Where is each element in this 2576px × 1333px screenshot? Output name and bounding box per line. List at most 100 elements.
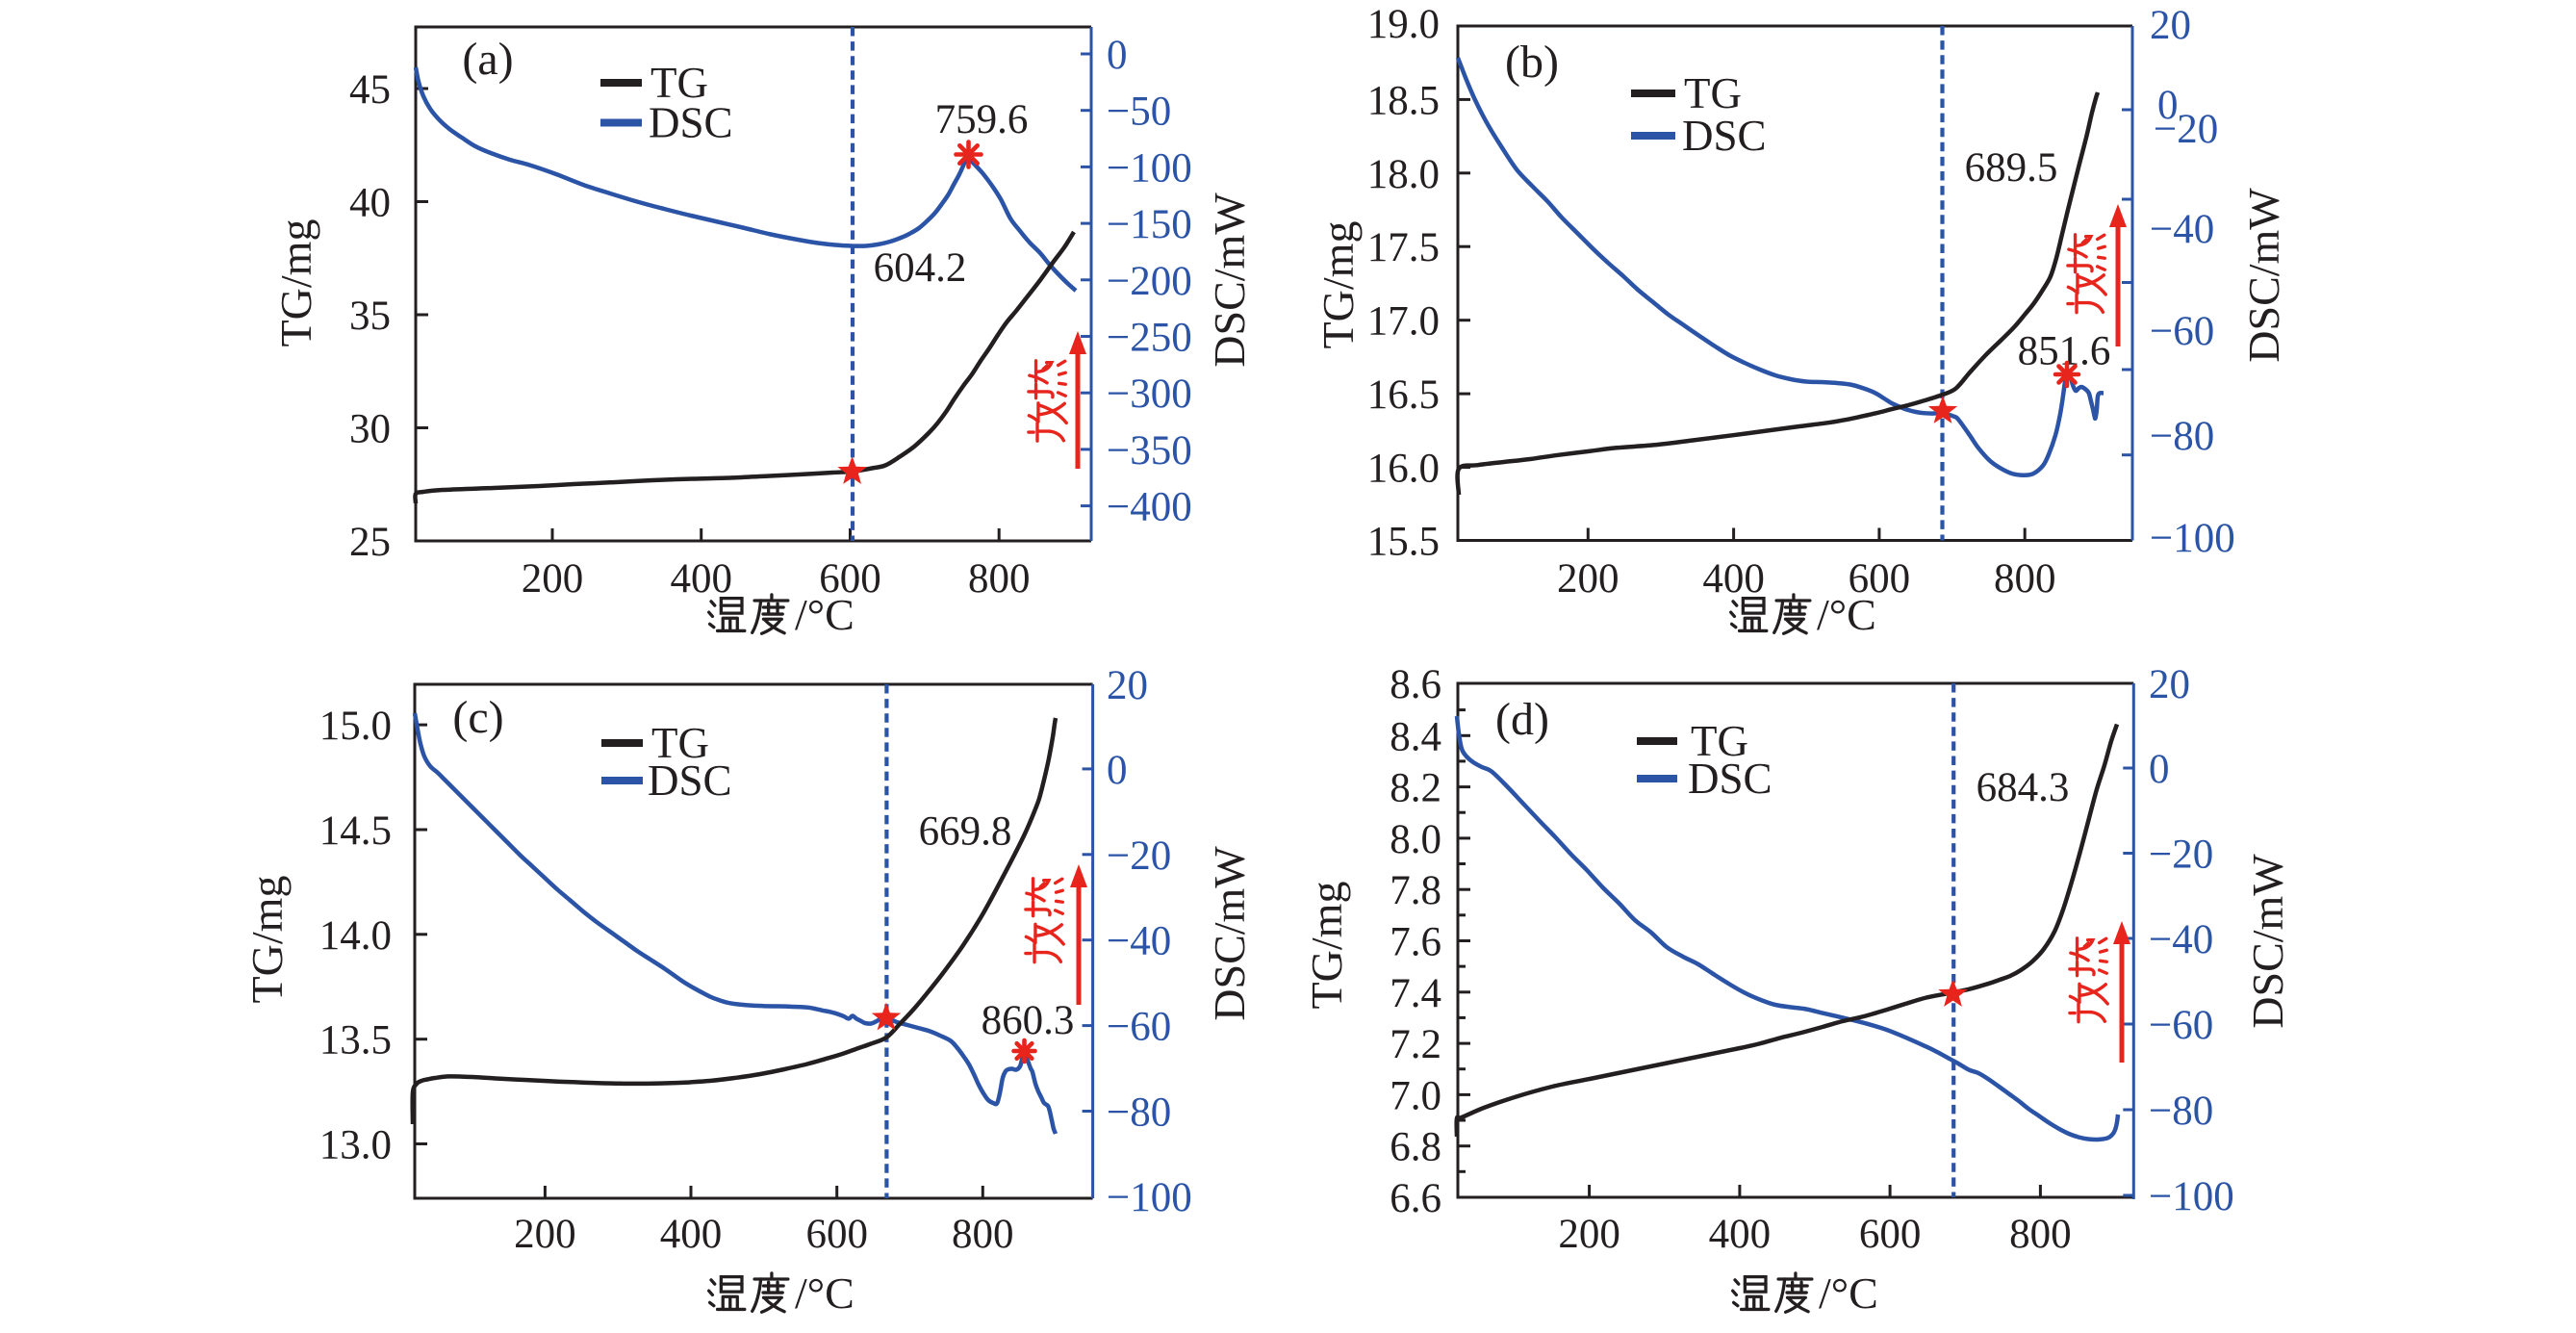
svg-text:DSC/mW: DSC/mW	[2239, 188, 2288, 363]
svg-text:−100: −100	[1107, 145, 1192, 191]
svg-text:TG/mg: TG/mg	[271, 219, 320, 347]
svg-text:600: 600	[805, 1212, 868, 1257]
svg-text:−80: −80	[2149, 1089, 2213, 1134]
svg-text:8.6: 8.6	[1390, 662, 1441, 707]
svg-text:8.2: 8.2	[1390, 766, 1441, 811]
svg-text:−100: −100	[2150, 516, 2235, 561]
svg-text:−80: −80	[2150, 414, 2214, 459]
svg-text:20: 20	[2150, 3, 2191, 48]
svg-text:TG/mg: TG/mg	[1302, 882, 1351, 1010]
svg-text:−200: −200	[1107, 259, 1192, 304]
svg-text:−40: −40	[2149, 917, 2213, 962]
svg-text:/°C: /°C	[795, 1269, 854, 1318]
svg-text:−350: −350	[1107, 428, 1192, 474]
svg-text:25: 25	[349, 520, 391, 565]
svg-text:−40: −40	[2150, 207, 2214, 252]
svg-text:0: 0	[1107, 748, 1128, 793]
svg-text:16.0: 16.0	[1367, 447, 1440, 492]
svg-text:/°C: /°C	[1819, 1269, 1878, 1318]
svg-text:200: 200	[522, 556, 584, 602]
svg-text:16.5: 16.5	[1367, 372, 1440, 418]
svg-text:200: 200	[1557, 556, 1620, 602]
svg-text:669.8: 669.8	[919, 809, 1012, 855]
svg-text:8.0: 8.0	[1390, 817, 1441, 862]
svg-text:−40: −40	[1107, 919, 1171, 964]
svg-text:DSC: DSC	[1682, 112, 1767, 160]
svg-text:13.0: 13.0	[319, 1123, 392, 1168]
svg-text:−20: −20	[1107, 833, 1171, 879]
svg-text:−100: −100	[2149, 1174, 2234, 1219]
svg-text:/°C: /°C	[795, 590, 854, 639]
svg-text:DSC: DSC	[649, 99, 733, 147]
svg-text:860.3: 860.3	[982, 998, 1075, 1043]
svg-text:7.0: 7.0	[1390, 1073, 1441, 1118]
svg-text:18.5: 18.5	[1367, 78, 1440, 123]
svg-text:7.2: 7.2	[1390, 1022, 1441, 1067]
svg-text:TG: TG	[1684, 69, 1742, 117]
svg-text:(c): (c)	[452, 692, 503, 743]
svg-text:−300: −300	[1107, 372, 1192, 417]
svg-text:−60: −60	[2149, 1003, 2213, 1048]
svg-text:DSC/mW: DSC/mW	[1205, 192, 1254, 368]
svg-text:20: 20	[2149, 662, 2190, 707]
svg-text:(a): (a)	[462, 34, 513, 85]
svg-text:6.6: 6.6	[1390, 1176, 1441, 1221]
svg-text:DSC: DSC	[1688, 755, 1773, 803]
svg-text:800: 800	[968, 556, 1031, 602]
svg-text:−400: −400	[1107, 485, 1192, 530]
svg-text:200: 200	[1558, 1212, 1620, 1257]
svg-text:600: 600	[819, 556, 881, 602]
svg-text:−60: −60	[2150, 309, 2214, 354]
svg-text:−50: −50	[1107, 90, 1171, 135]
svg-text:−100: −100	[1107, 1175, 1192, 1220]
svg-text:600: 600	[1849, 556, 1911, 602]
svg-text:7.8: 7.8	[1390, 868, 1441, 913]
svg-text:TG: TG	[1691, 717, 1748, 765]
svg-text:800: 800	[952, 1212, 1014, 1257]
svg-text:TG/mg: TG/mg	[1314, 221, 1363, 349]
svg-text:400: 400	[670, 556, 732, 602]
svg-text:35: 35	[349, 294, 391, 339]
svg-text:−20: −20	[2154, 107, 2218, 152]
svg-text:18.0: 18.0	[1367, 152, 1440, 197]
svg-text:30: 30	[349, 407, 391, 452]
svg-text:15.5: 15.5	[1367, 520, 1440, 565]
svg-text:6.8: 6.8	[1390, 1125, 1441, 1170]
svg-text:400: 400	[1709, 1212, 1772, 1257]
svg-text:TG: TG	[651, 719, 709, 767]
svg-text:200: 200	[514, 1212, 576, 1257]
svg-text:(d): (d)	[1495, 694, 1549, 745]
svg-text:15.0: 15.0	[319, 704, 392, 749]
svg-text:17.5: 17.5	[1367, 225, 1440, 270]
svg-text:−60: −60	[1107, 1005, 1171, 1050]
svg-text:8.4: 8.4	[1390, 714, 1441, 759]
svg-text:851.6: 851.6	[2018, 329, 2111, 374]
svg-text:45: 45	[349, 67, 391, 113]
svg-text:TG/mg: TG/mg	[242, 876, 292, 1004]
svg-text:689.5: 689.5	[1965, 145, 2058, 191]
svg-text:800: 800	[1994, 556, 2056, 602]
svg-text:19.0: 19.0	[1367, 2, 1440, 47]
svg-text:400: 400	[1702, 556, 1765, 602]
svg-text:DSC/mW: DSC/mW	[2243, 854, 2292, 1029]
svg-text:−80: −80	[1107, 1090, 1171, 1136]
svg-text:14.5: 14.5	[319, 808, 392, 854]
svg-text:40: 40	[349, 181, 391, 226]
svg-text:20: 20	[1107, 663, 1148, 708]
svg-text:/°C: /°C	[1817, 590, 1876, 639]
svg-text:600: 600	[1859, 1212, 1922, 1257]
svg-text:0: 0	[2149, 747, 2170, 792]
svg-text:13.5: 13.5	[319, 1018, 392, 1064]
svg-text:7.4: 7.4	[1390, 971, 1441, 1016]
svg-text:684.3: 684.3	[1977, 765, 2070, 810]
svg-text:−150: −150	[1107, 202, 1192, 247]
svg-text:17.0: 17.0	[1367, 299, 1440, 345]
svg-text:−20: −20	[2149, 833, 2213, 878]
svg-text:(b): (b)	[1505, 37, 1559, 88]
svg-text:0: 0	[1107, 33, 1128, 78]
svg-text:400: 400	[660, 1212, 723, 1257]
svg-text:TG: TG	[650, 59, 708, 107]
svg-text:DSC/mW: DSC/mW	[1205, 846, 1254, 1021]
svg-text:759.6: 759.6	[935, 97, 1029, 142]
svg-text:800: 800	[2009, 1212, 2072, 1257]
